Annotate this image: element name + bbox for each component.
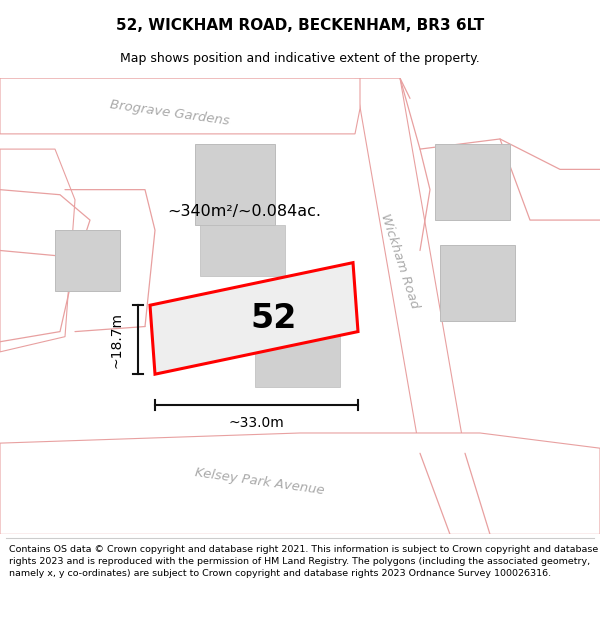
Polygon shape	[0, 149, 75, 352]
Polygon shape	[435, 144, 510, 220]
Text: Map shows position and indicative extent of the property.: Map shows position and indicative extent…	[120, 52, 480, 65]
Polygon shape	[200, 225, 285, 276]
Text: ~340m²/~0.084ac.: ~340m²/~0.084ac.	[167, 204, 321, 219]
Polygon shape	[0, 433, 600, 534]
Polygon shape	[440, 246, 515, 321]
Text: Contains OS data © Crown copyright and database right 2021. This information is : Contains OS data © Crown copyright and d…	[9, 545, 598, 578]
Text: 52: 52	[251, 302, 297, 335]
Polygon shape	[355, 78, 465, 453]
Polygon shape	[0, 78, 360, 134]
Text: 52, WICKHAM ROAD, BECKENHAM, BR3 6LT: 52, WICKHAM ROAD, BECKENHAM, BR3 6LT	[116, 18, 484, 32]
Polygon shape	[255, 332, 340, 388]
Text: ~33.0m: ~33.0m	[229, 416, 284, 430]
Polygon shape	[150, 262, 358, 374]
Polygon shape	[195, 144, 275, 225]
Text: Wickham Road: Wickham Road	[379, 211, 421, 310]
Text: Kelsey Park Avenue: Kelsey Park Avenue	[194, 466, 326, 497]
Text: ~18.7m: ~18.7m	[109, 312, 123, 368]
Text: Brograve Gardens: Brograve Gardens	[109, 98, 230, 128]
Polygon shape	[55, 230, 120, 291]
